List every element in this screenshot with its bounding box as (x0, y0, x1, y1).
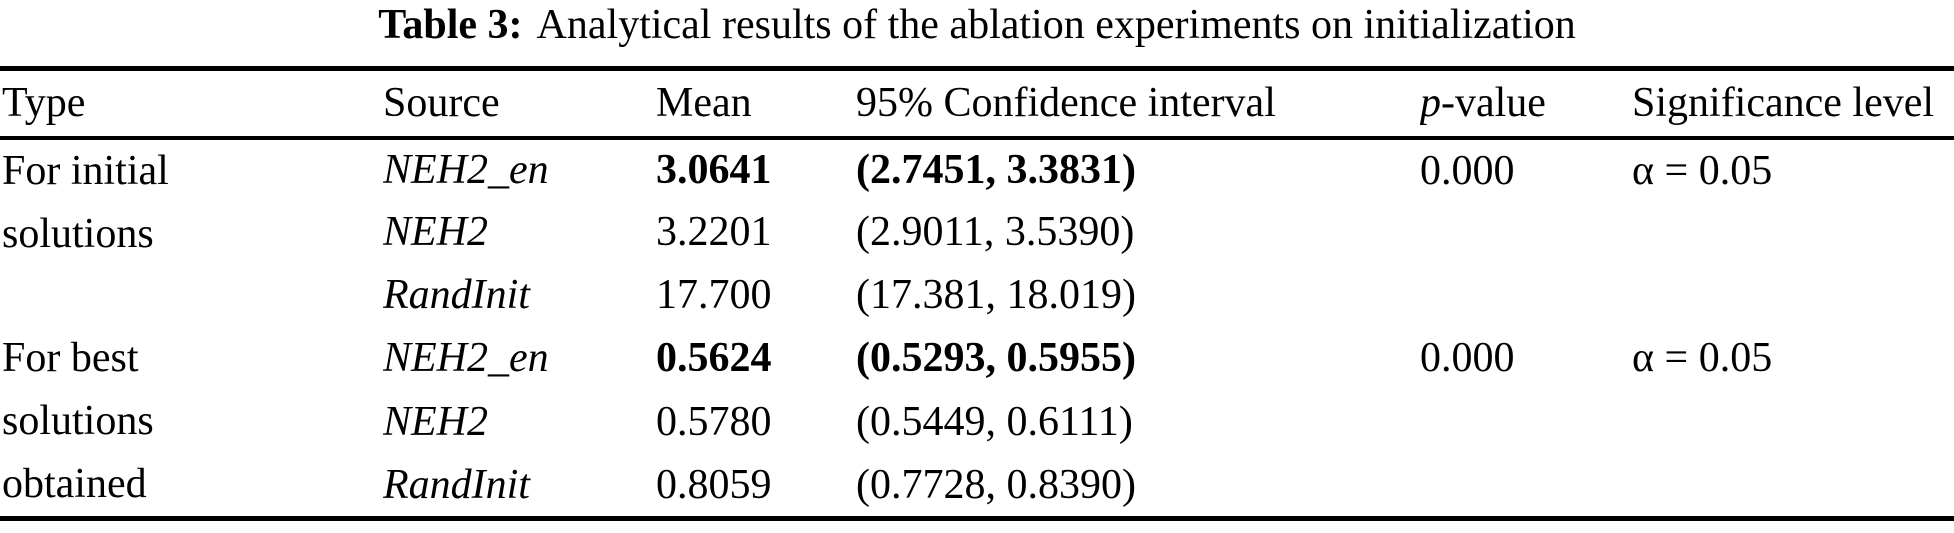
table-row: NEH2 0.5780 (0.5449, 0.6111) (0, 390, 1954, 454)
cell-source: NEH2_en (383, 335, 549, 382)
type-line: For initial (2, 147, 169, 194)
cell-p-value: 0.000 (1420, 334, 1515, 381)
header-row: Type Source Mean 95% Confidence interval… (0, 69, 1954, 138)
table-caption-text: Analytical results of the ablation exper… (536, 2, 1576, 48)
col-header-source: Source (383, 80, 500, 127)
cell-confidence-interval: (0.5449, 0.6111) (856, 399, 1133, 446)
cell-source: NEH2_en (383, 147, 549, 193)
table-caption-label: Table 3: (378, 2, 523, 48)
table-row: RandInit 17.700 (17.381, 18.019) (0, 264, 1954, 327)
type-line: For best (2, 334, 139, 381)
cell-confidence-interval: (17.381, 18.019) (856, 272, 1136, 318)
cell-type-group-best: For best solutions obtained (0, 327, 383, 519)
col-header-p-value: p-value (1420, 69, 1632, 138)
cell-confidence-interval: (2.9011, 3.5390) (856, 209, 1135, 255)
p-value-italic-p: p (1420, 80, 1441, 127)
cell-mean: 3.0641 (656, 147, 772, 193)
results-table: Type Source Mean 95% Confidence interval… (0, 66, 1954, 521)
cell-confidence-interval: (2.7451, 3.3831) (856, 147, 1136, 193)
table-row: For best solutions obtained NEH2_en 0.56… (0, 327, 1954, 507)
cell-confidence-interval: (0.5293, 0.5955) (856, 335, 1136, 382)
cell-source: NEH2 (383, 209, 488, 255)
cell-mean: 0.5624 (656, 335, 772, 382)
type-line: solutions (2, 397, 154, 444)
cell-confidence-interval: (0.7728, 0.8390) (856, 461, 1136, 508)
p-value-suffix: -value (1441, 80, 1546, 127)
col-header-type: Type (2, 80, 86, 127)
cell-significance-level: α = 0.05 (1632, 147, 1773, 194)
table-row: RandInit 0.8059 (0.7728, 0.8390) (0, 454, 1954, 518)
col-header-mean: Mean (656, 80, 752, 127)
cell-type-group-initial: For initial solutions (0, 138, 383, 327)
table-row: For initial solutions NEH2_en 3.0641 (2.… (0, 138, 1954, 257)
cell-significance-level: α = 0.05 (1632, 334, 1773, 381)
cell-mean: 3.2201 (656, 209, 772, 255)
cell-p-value: 0.000 (1420, 147, 1515, 194)
table-row: NEH2 3.2201 (2.9011, 3.5390) (0, 201, 1954, 264)
cell-source: RandInit (383, 272, 530, 318)
cell-mean: 17.700 (656, 272, 772, 318)
col-header-confidence-interval: 95% Confidence interval (856, 80, 1276, 127)
type-line: solutions (2, 210, 154, 257)
cell-source: RandInit (383, 461, 530, 508)
cell-source: NEH2 (383, 399, 488, 446)
cell-mean: 0.8059 (656, 461, 772, 508)
col-header-significance-level: Significance level (1632, 80, 1935, 127)
type-line: obtained (2, 460, 147, 507)
table-caption: Table 3: Analytical results of the ablati… (0, 0, 1954, 66)
cell-mean: 0.5780 (656, 399, 772, 446)
